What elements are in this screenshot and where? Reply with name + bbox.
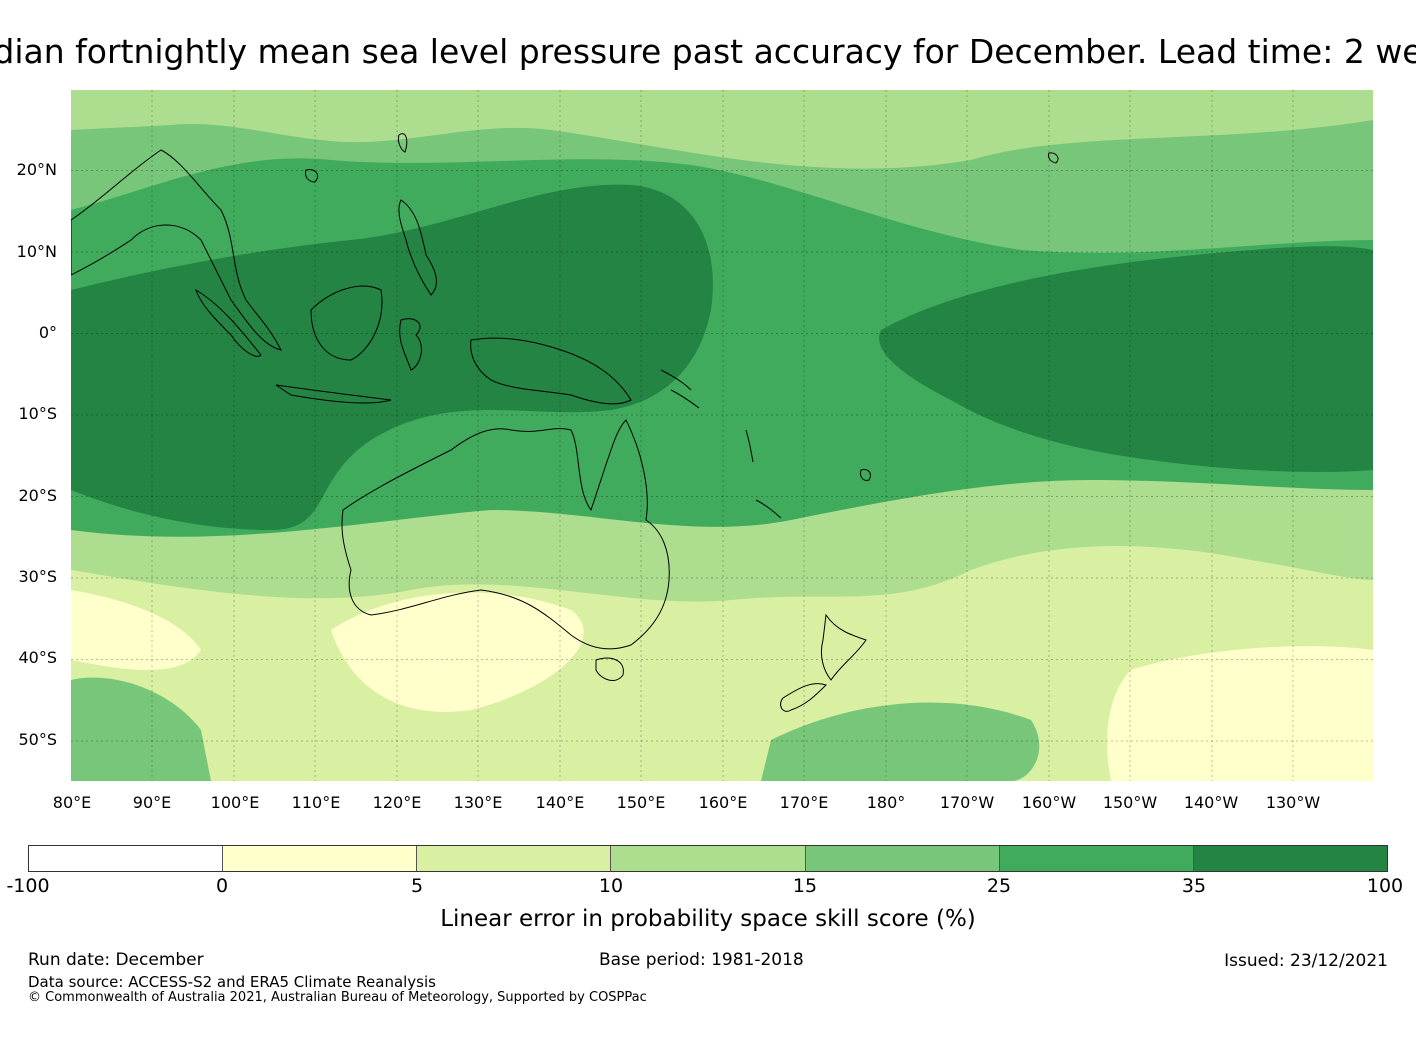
run-date: Run date: December (28, 950, 204, 970)
lat-label-10n: 10°N (16, 242, 57, 261)
lon-label-110e: 110°E (291, 793, 341, 812)
graticule (71, 90, 1373, 781)
lat-label-10s: 10°S (18, 404, 57, 423)
lon-label-160w: 160°W (1021, 793, 1077, 812)
nz-north-island (820, 613, 867, 681)
region-very-low-bight (331, 592, 584, 712)
region-very-low-west (71, 590, 201, 670)
map-title: dian fortnightly mean sea level pressure… (0, 32, 1416, 71)
vanuatu (745, 429, 754, 463)
lon-label-130e: 130°E (453, 793, 503, 812)
new-guinea-outline (470, 337, 632, 405)
lon-label-180: 180° (866, 793, 906, 812)
colorbar-tick: 10 (598, 875, 624, 897)
lat-label-20n: 20°N (16, 160, 57, 179)
colorbar-segment (1193, 846, 1387, 871)
base-period: Base period: 1981-2018 (599, 950, 804, 970)
lon-label-170e: 170°E (779, 793, 829, 812)
nz-south-island (780, 683, 827, 712)
region-moderate-north (71, 90, 1373, 169)
lat-label-0: 0° (38, 323, 57, 342)
australia-outline (341, 419, 670, 650)
colorbar-tick: 35 (1181, 875, 1207, 897)
taiwan-outline (398, 133, 408, 153)
colorbar-label: Linear error in probability space skill … (440, 906, 976, 932)
colorbar-tick: 5 (410, 875, 424, 897)
lat-label-40s: 40°S (18, 648, 57, 667)
philippines-outline (398, 199, 437, 296)
colorbar-segment (805, 846, 1000, 871)
colorbar-segment (223, 846, 418, 871)
new-caledonia (755, 499, 782, 519)
colorbar (28, 845, 1388, 872)
colorbar-tick: -100 (6, 875, 50, 897)
colorbar-segment (417, 846, 612, 871)
lon-label-140w: 140°W (1183, 793, 1239, 812)
tasmania-outline (595, 657, 624, 681)
lon-label-160e: 160°E (698, 793, 748, 812)
colorbar-segment (999, 846, 1194, 871)
sumatra-outline (195, 288, 262, 357)
colorbar-tick: 100 (1366, 875, 1404, 897)
region-very-high-west (71, 184, 713, 530)
solomon-islands (660, 369, 700, 409)
borneo-outline (310, 285, 383, 361)
lon-label-150w: 150°W (1102, 793, 1158, 812)
skill-map (71, 90, 1373, 781)
region-very-low-east (1107, 646, 1373, 781)
colorbar-segment (611, 846, 806, 871)
hawaii (1048, 152, 1059, 164)
data-source: Data source: ACCESS-S2 and ERA5 Climate … (28, 973, 436, 991)
lat-label-30s: 30°S (18, 567, 57, 586)
colorbar-segment (29, 846, 224, 871)
lat-label-50s: 50°S (18, 730, 57, 749)
region-medium-sw (71, 677, 211, 781)
region-medium-south (761, 702, 1040, 781)
southeast-asia-outline (71, 149, 282, 351)
hainan-outline (305, 169, 319, 183)
lon-label-140e: 140°E (535, 793, 585, 812)
lon-label-170w: 170°W (939, 793, 995, 812)
colorbar-tick: 25 (986, 875, 1012, 897)
sulawesi-outline (399, 318, 422, 371)
fiji (860, 469, 871, 481)
issued-date: Issued: 23/12/2021 (1224, 951, 1388, 971)
region-very-high-east (879, 246, 1373, 472)
lon-label-120e: 120°E (372, 793, 422, 812)
lat-label-20s: 20°S (18, 486, 57, 505)
lon-label-130w: 130°W (1265, 793, 1321, 812)
lon-label-150e: 150°E (616, 793, 666, 812)
lon-label-80e: 80°E (52, 793, 92, 812)
colorbar-tick: 15 (792, 875, 818, 897)
lon-label-90e: 90°E (132, 793, 172, 812)
copyright: © Commonwealth of Australia 2021, Austra… (28, 990, 647, 1005)
colorbar-tick: 0 (215, 875, 229, 897)
java-outline (275, 384, 392, 404)
lon-label-100e: 100°E (210, 793, 260, 812)
